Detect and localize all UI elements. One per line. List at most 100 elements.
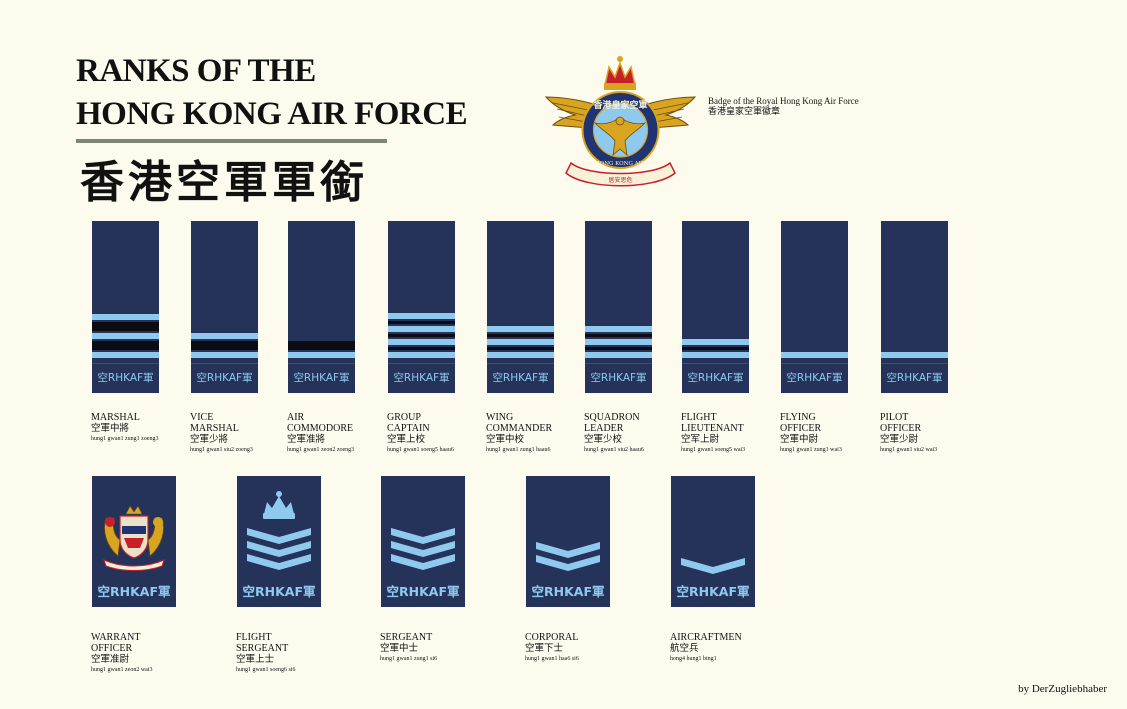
rank-name-line-1: WARRANT [91, 632, 141, 643]
rank-name-line-1: MARSHAL [91, 412, 140, 423]
page-title-line-2: HONG KONG AIR FORCE [76, 96, 468, 132]
rank-name-chinese: 空軍少校 [584, 434, 623, 445]
rank-name-chinese: 航空兵 [670, 643, 699, 654]
rank-label: FLIGHT LIEUTENANT 空军上尉 hung1 gwan1 soeng5 w… [681, 412, 745, 455]
rank-stripe [585, 334, 652, 337]
rhkaf-plate: 空RHKAF軍 [487, 363, 554, 393]
crown-three-chevrons-icon [247, 491, 311, 570]
rank-name-line-1: VICE [190, 412, 214, 423]
rank-label: FLIGHT SERGEANT 空軍上士 hung1 gwan1 soeng6 si6 [236, 632, 296, 675]
rank-name-line-2: COMMODORE [287, 423, 354, 434]
shoulder-board-officer: 空RHKAF軍 [881, 221, 948, 393]
sleeve-patch-enlisted: 空RHKAF軍 [237, 476, 321, 607]
rank-name-chinese: 空軍中將 [91, 423, 130, 434]
rank-name-line-1: SERGEANT [380, 632, 433, 643]
rhkaf-plate: 空RHKAF軍 [585, 363, 652, 393]
rank-name-line-1: AIR [287, 412, 305, 423]
rank-stripe [191, 333, 258, 339]
rank-stripe [682, 347, 749, 350]
sleeve-patch-enlisted: 空RHKAF軍 [671, 476, 755, 607]
rank-romanization: hung1 gwan1 haa6 si6 [525, 656, 579, 662]
rank-label: MARSHAL 空軍中將 hung1 gwan1 zung1 zoeng3 [91, 412, 159, 444]
svg-text:香港皇家空軍: 香港皇家空軍 [592, 99, 647, 111]
rank-name-line-1: PILOT [880, 412, 909, 423]
author-credit: by DerZugliebhaber [1018, 683, 1107, 695]
badge-caption-english: Badge of the Royal Hong Kong Air Force [708, 96, 859, 106]
coat-of-arms-icon [103, 505, 165, 571]
rank-stripe [682, 352, 749, 358]
rank-name-chinese: 空軍下士 [525, 643, 564, 654]
rank-stripe [881, 352, 948, 358]
rank-stripe [781, 352, 848, 358]
rank-romanization: hung1 gwan1 siu2 wai3 [880, 447, 938, 453]
rank-romanization: hung1 gwan1 zeon2 wai3 [91, 667, 153, 673]
rank-name-chinese: 空軍中尉 [780, 434, 819, 445]
rank-label: SQUADRON LEADER 空軍少校 hung1 gwan1 siu2 haau6 [584, 412, 644, 455]
rank-label: WARRANT OFFICER 空軍准尉 hung1 gwan1 zeon2 wai3 [91, 632, 153, 675]
title-divider [76, 139, 387, 143]
rank-name-line-1: FLIGHT [236, 632, 272, 643]
rank-name-line-1: SQUADRON [584, 412, 640, 423]
rank-label: FLYING OFFICER 空軍中尉 hung1 gwan1 zung1 wai3 [780, 412, 842, 455]
rank-name-chinese: 空軍准將 [287, 434, 326, 445]
rank-romanization: hung1 gwan1 soeng5 wai3 [681, 447, 746, 453]
svg-text:ROYAL HONG KONG AIR FORCE: ROYAL HONG KONG AIR FORCE [574, 161, 668, 167]
three-chevrons-icon [391, 528, 455, 570]
rank-label: WING COMMANDER 空軍中校 hung1 gwan1 zung1 haau6 [486, 412, 552, 455]
rank-name-chinese: 空軍少尉 [880, 434, 919, 445]
rank-romanization: hung1 gwan1 zeon2 zoeng3 [287, 447, 355, 453]
shoulder-board-officer: 空RHKAF軍 [191, 221, 258, 393]
rank-stripe [191, 352, 258, 358]
rank-name-line-2: CAPTAIN [387, 423, 430, 434]
rank-romanization: hung1 gwan1 zung1 wai3 [780, 447, 842, 453]
rank-stripe [92, 341, 159, 350]
rank-stripe [682, 339, 749, 345]
rhkaf-plate: 空RHKAF軍 [97, 584, 171, 599]
rank-romanization: hung1 gwan1 siu2 haau6 [584, 447, 644, 453]
rank-stripe [487, 347, 554, 350]
rank-stripe [388, 352, 455, 358]
rank-name-line-2: OFFICER [780, 423, 822, 434]
rank-name-line-2: MARSHAL [190, 423, 239, 434]
rank-stripe [92, 352, 159, 358]
rank-name-line-1: WING [486, 412, 514, 423]
rank-name-line-1: GROUP [387, 412, 421, 423]
rank-stripe [585, 326, 652, 332]
rank-name-line-2: LEADER [584, 423, 624, 434]
rank-name-chinese: 空軍上士 [236, 654, 275, 665]
shoulder-board-officer: 空RHKAF軍 [288, 221, 355, 393]
rank-name-line-1: AIRCRAFTMEN [670, 632, 742, 643]
rank-name-chinese: 空軍少將 [190, 434, 229, 445]
sleeve-patch-enlisted: 空RHKAF軍 [381, 476, 465, 607]
rhkaf-plate: 空RHKAF軍 [676, 584, 750, 599]
rank-label: AIR COMMODORE 空軍准將 hung1 gwan1 zeon2 zoeng3 [287, 412, 354, 455]
one-chevron-icon [681, 558, 745, 574]
rank-stripe [388, 347, 455, 350]
rank-stripe [388, 339, 455, 345]
rank-name-chinese: 空军上尉 [681, 434, 720, 445]
sleeve-patch-enlisted: 空RHKAF軍 [92, 476, 176, 607]
rank-stripe [388, 326, 455, 332]
page-title-chinese: 香港空軍軍銜 [80, 157, 368, 208]
rank-label: SERGEANT 空軍中士 hung1 gwan1 zung1 si6 [380, 632, 437, 664]
rank-stripe [585, 347, 652, 350]
rank-name-line-2: OFFICER [91, 643, 133, 654]
rank-stripe [92, 314, 159, 320]
shoulder-board-officer: 空RHKAF軍 [781, 221, 848, 393]
rank-label: AIRCRAFTMEN 航空兵 hong4 hung1 bing1 [670, 632, 742, 664]
shoulder-board-officer: 空RHKAF軍 [487, 221, 554, 393]
rank-stripe [92, 333, 159, 339]
rank-stripe [191, 341, 258, 350]
badge-caption-chinese: 香港皇家空軍徽章 [708, 107, 781, 117]
badge-caption: Badge of the Royal Hong Kong Air Force 香… [708, 96, 859, 118]
rank-label: VICE MARSHAL 空軍少將 hung1 gwan1 siu2 zoeng3 [190, 412, 253, 455]
shoulder-board-officer: 空RHKAF軍 [682, 221, 749, 393]
rank-romanization: hung1 gwan1 soeng5 haau6 [387, 447, 454, 453]
rank-stripe [487, 352, 554, 358]
rank-romanization: hung1 gwan1 siu2 zoeng3 [190, 447, 253, 453]
air-force-badge-icon: 香港皇家空軍 ROYAL HONG KONG AIR FORCE 居安思危 [544, 56, 697, 187]
shoulder-board-officer: 空RHKAF軍 [585, 221, 652, 393]
rhkaf-plate: 空RHKAF軍 [242, 584, 316, 599]
rank-stripe [388, 313, 455, 319]
shoulder-board-officer: 空RHKAF軍 [388, 221, 455, 393]
